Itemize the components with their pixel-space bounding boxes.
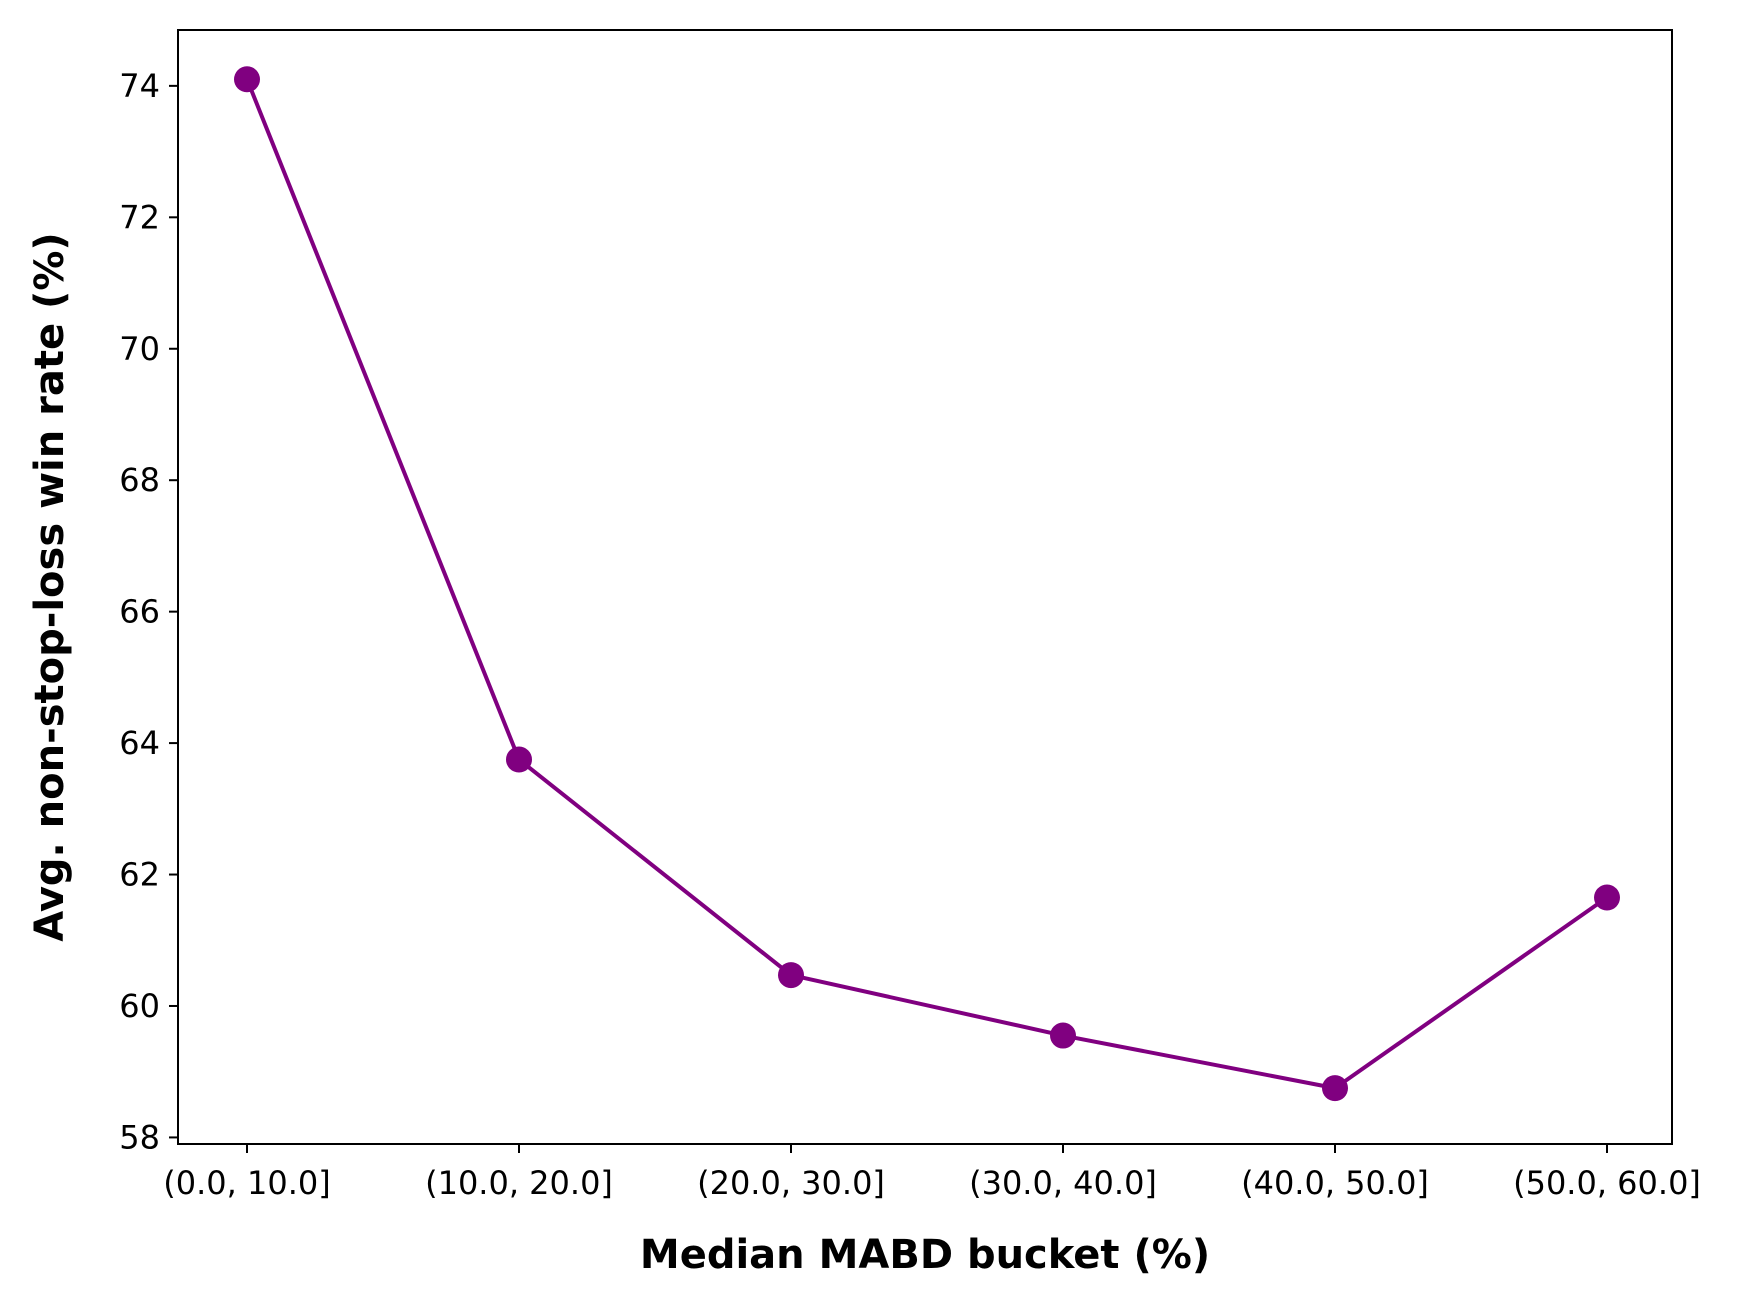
x-tick-label: (0.0, 10.0]: [163, 1164, 330, 1202]
x-axis-title: Median MABD bucket (%): [640, 1232, 1210, 1278]
x-tick-label: (30.0, 40.0]: [969, 1164, 1157, 1202]
y-tick-label: 70: [119, 330, 160, 368]
y-axis-ticks: 58 60 62 64 66 68 70 72 74: [119, 67, 178, 1156]
x-tick-label: (20.0, 30.0]: [697, 1164, 885, 1202]
series-line: [245, 77, 1609, 1091]
y-tick-label: 72: [119, 198, 160, 236]
y-axis-title: Avg. non-stop-loss win rate (%): [27, 232, 73, 941]
y-tick-label: 68: [119, 461, 160, 499]
y-tick-label: 58: [119, 1118, 160, 1156]
x-axis-ticks: (0.0, 10.0] (10.0, 20.0] (20.0, 30.0] (30.0…: [163, 1144, 1701, 1202]
data-point-marker: [1322, 1075, 1348, 1102]
y-tick-label: 64: [119, 724, 160, 762]
x-tick-label: (50.0, 60.0]: [1513, 1164, 1701, 1202]
plot-frame: [177, 29, 1673, 1145]
y-tick-label: 62: [119, 856, 160, 894]
y-tick-label: 66: [119, 593, 160, 631]
data-point-marker: [1050, 1022, 1076, 1049]
data-point-marker: [778, 962, 804, 989]
data-point-marker: [506, 746, 532, 773]
data-point-marker: [1594, 884, 1620, 911]
y-tick-label: 60: [119, 987, 160, 1025]
series-layer: [234, 66, 1620, 1102]
x-tick-label: (40.0, 50.0]: [1241, 1164, 1429, 1202]
y-tick-label: 74: [119, 67, 160, 105]
x-tick-label: (10.0, 20.0]: [425, 1164, 613, 1202]
data-point-marker: [234, 66, 260, 93]
